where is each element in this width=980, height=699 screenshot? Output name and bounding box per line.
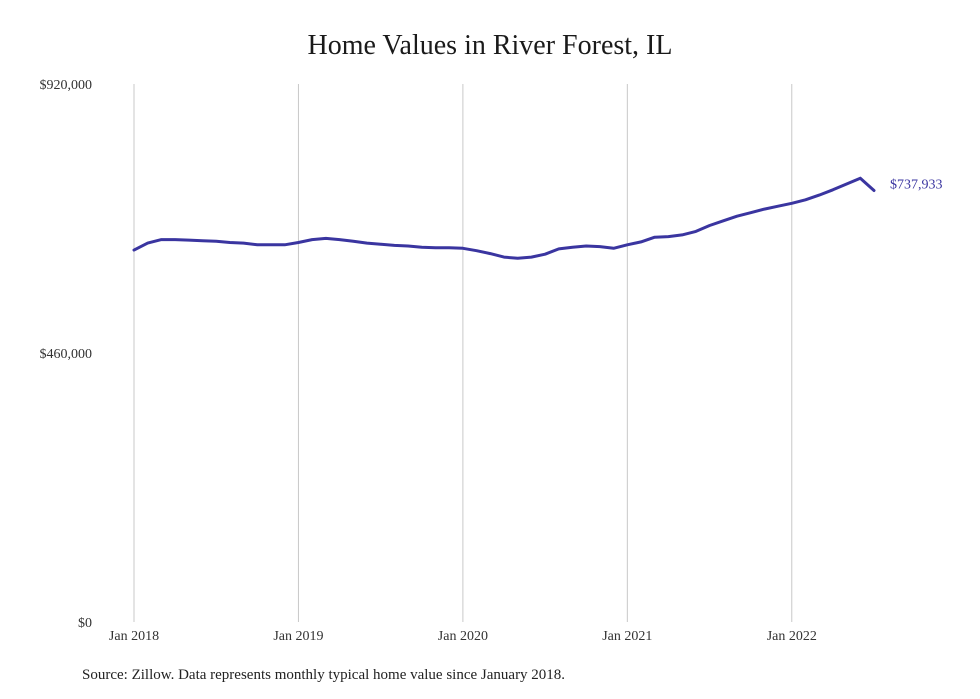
x-axis-ticks: Jan 2018 Jan 2019 Jan 2020 Jan 2021 Jan 2022 [109,629,817,644]
grid-lines [133,84,793,622]
y-tick-label: $460,000 [40,347,93,362]
y-tick-label: $920,000 [40,78,93,93]
x-tick-label: Jan 2018 [109,629,159,644]
x-tick-label: Jan 2019 [273,629,323,644]
x-tick-label: Jan 2020 [438,629,488,644]
source-note: Source: Zillow. Data represents monthly … [82,667,566,683]
end-value-label: $737,933 [890,177,943,192]
y-axis-ticks: $0 $460,000 $920,000 [40,78,93,631]
series-layer: $737,933 [132,176,943,260]
chart-title: Home Values in River Forest, IL [307,30,673,61]
y-tick-label: $0 [78,616,92,631]
series-line [132,176,876,260]
x-tick-label: Jan 2021 [602,629,652,644]
x-tick-label: Jan 2022 [767,629,817,644]
